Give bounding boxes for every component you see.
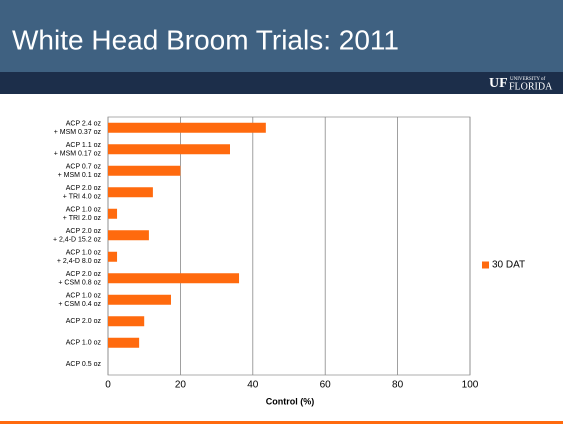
bar [108,251,118,262]
bar [108,294,171,305]
y-tick-label: ACP 2.0 oz [66,318,102,325]
x-tick-label: 0 [105,380,111,391]
x-tick-label: 40 [247,380,259,391]
logo-big: FLORIDA [509,81,553,92]
title-bar [0,0,563,72]
y-tick-label: + MSM 0.1 oz [58,172,102,179]
y-tick-label: ACP 1.0 oz [66,249,102,256]
y-tick-label: ACP 1.1 oz [66,142,102,149]
y-tick-label: ACP 1.0 oz [66,206,102,213]
y-tick-label: + TRI 2.0 oz [63,215,102,222]
y-tick-label: ACP 1.0 oz [66,340,102,347]
x-tick-label: 60 [320,380,332,391]
bar [108,144,230,155]
y-tick-label: + CSM 0.4 oz [58,301,101,308]
y-tick-label: + 2,4-D 15.2 oz [53,236,102,243]
x-tick-label: 80 [392,380,404,391]
y-tick-label: ACP 0.7 oz [66,163,102,170]
y-tick-label: ACP 0.5 oz [66,361,102,368]
legend-label: 30 DAT [492,260,525,271]
logo-bar [0,72,563,94]
y-tick-label: + MSM 0.17 oz [54,150,102,157]
slide-title: White Head Broom Trials: 2011 [12,24,399,55]
y-tick-label: ACP 2.0 oz [66,271,102,278]
y-tick-label: ACP 2.0 oz [66,185,102,192]
logo-mark: UF [489,76,508,91]
x-tick-label: 20 [175,380,187,391]
y-tick-label: + CSM 0.8 oz [58,279,101,286]
y-tick-label: + TRI 4.0 oz [63,193,102,200]
y-tick-label: ACP 1.0 oz [66,292,102,299]
bar [108,273,240,284]
legend-swatch [482,261,489,269]
x-axis-label: Control (%) [266,396,315,406]
y-tick-label: ACP 2.4 oz [66,120,102,127]
y-tick-label: + 2,4-D 8.0 oz [57,258,102,265]
bar [108,122,266,133]
x-tick-label: 100 [462,380,479,391]
bar [108,337,140,348]
bar [108,165,181,176]
bar [108,208,118,219]
bottom-rule [0,421,563,424]
bar [108,316,145,327]
y-tick-label: ACP 2.0 oz [66,228,102,235]
y-tick-label: + MSM 0.37 oz [54,129,102,136]
logo-small: UNIVERSITY of [510,77,546,82]
bar [108,187,153,198]
bar [108,230,149,241]
